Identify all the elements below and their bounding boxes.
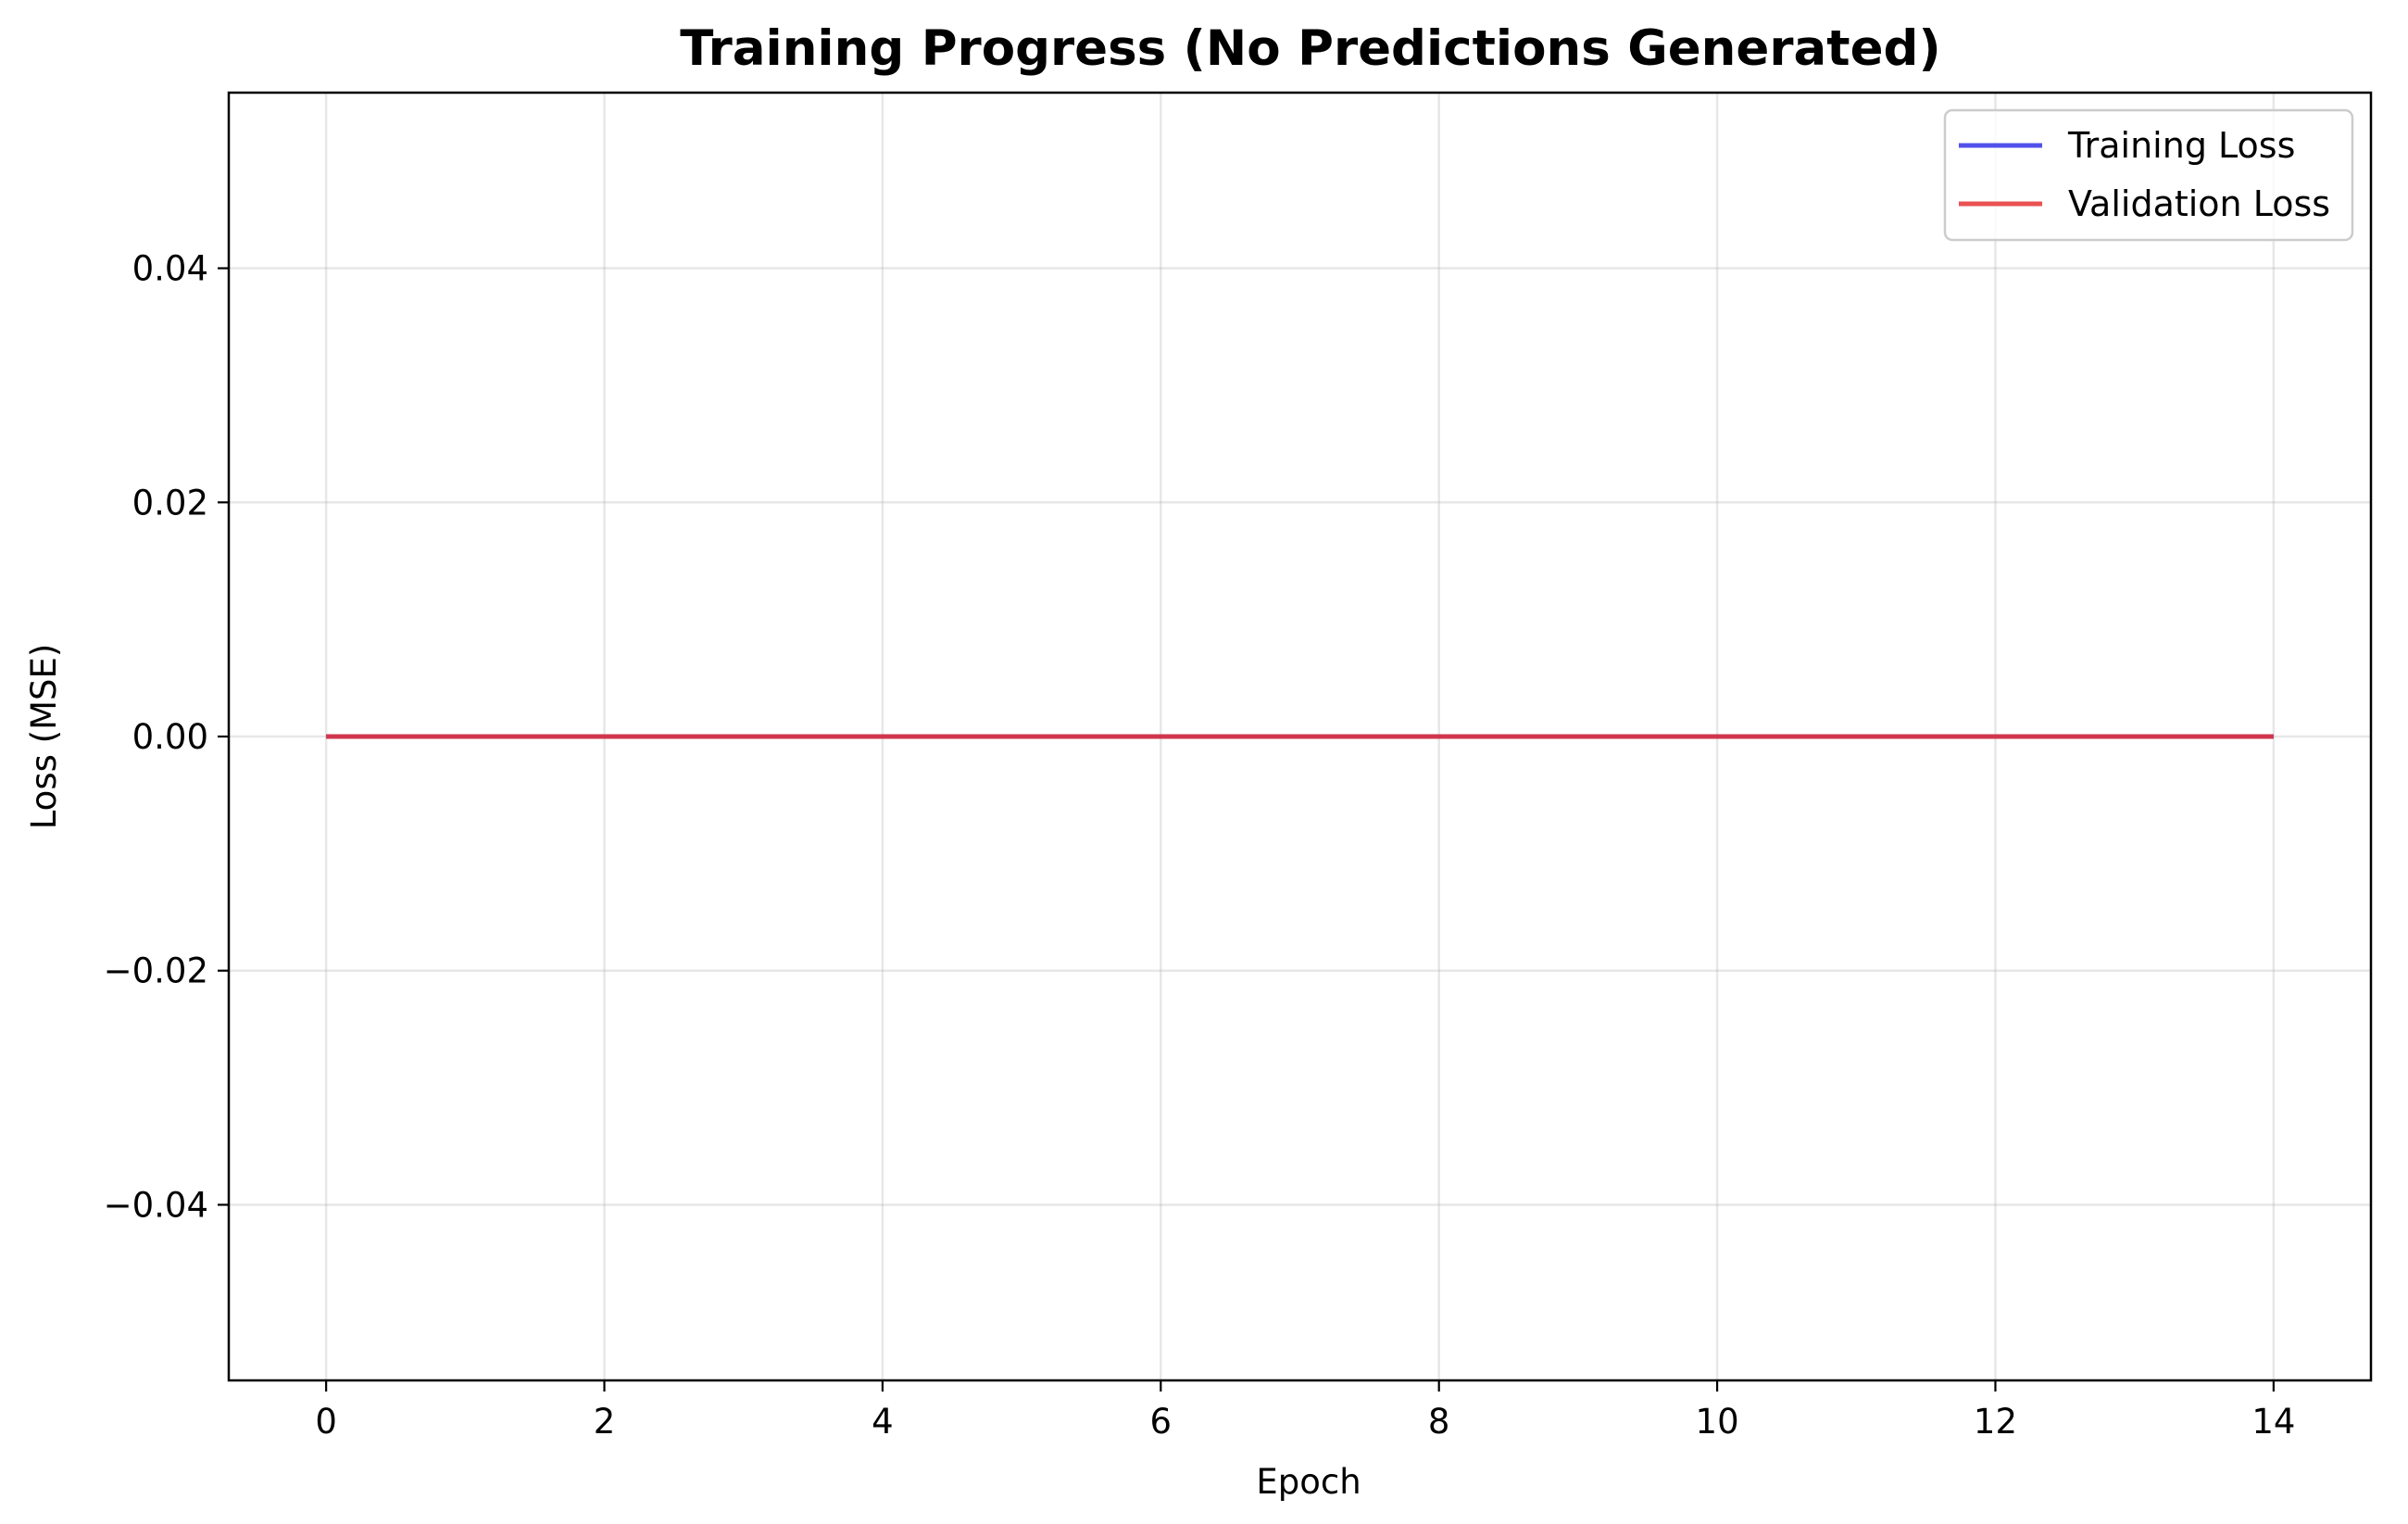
- x-axis-label: Epoch: [1256, 1462, 1361, 1502]
- y-tick-label: −0.02: [104, 951, 208, 991]
- x-tick-label: 10: [1696, 1402, 1739, 1442]
- y-tick-label: 0.02: [132, 483, 208, 523]
- legend-label: Training Loss: [2067, 125, 2295, 166]
- legend-label: Validation Loss: [2068, 183, 2330, 224]
- x-axis-ticks: 0 2 4 6 8 10 12 14: [315, 1380, 2295, 1442]
- y-tick-label: 0.00: [132, 717, 208, 757]
- y-tick-label: 0.04: [132, 249, 208, 289]
- x-tick-label: 8: [1428, 1402, 1450, 1442]
- chart-title: Training Progress (No Predictions Genera…: [680, 20, 1940, 77]
- y-tick-label: −0.04: [104, 1185, 208, 1225]
- x-tick-label: 12: [1974, 1402, 2017, 1442]
- legend: Training Loss Validation Loss: [1943, 108, 2354, 242]
- x-tick-label: 0: [315, 1402, 337, 1442]
- x-tick-label: 14: [2251, 1402, 2295, 1442]
- x-tick-label: 4: [872, 1402, 894, 1442]
- x-tick-label: 2: [594, 1402, 616, 1442]
- legend-box: [1943, 108, 2354, 242]
- y-axis-ticks: 0.04 0.02 0.00 −0.02 −0.04: [104, 249, 229, 1225]
- y-axis-label: Loss (MSE): [24, 644, 64, 830]
- x-tick-label: 6: [1150, 1402, 1173, 1442]
